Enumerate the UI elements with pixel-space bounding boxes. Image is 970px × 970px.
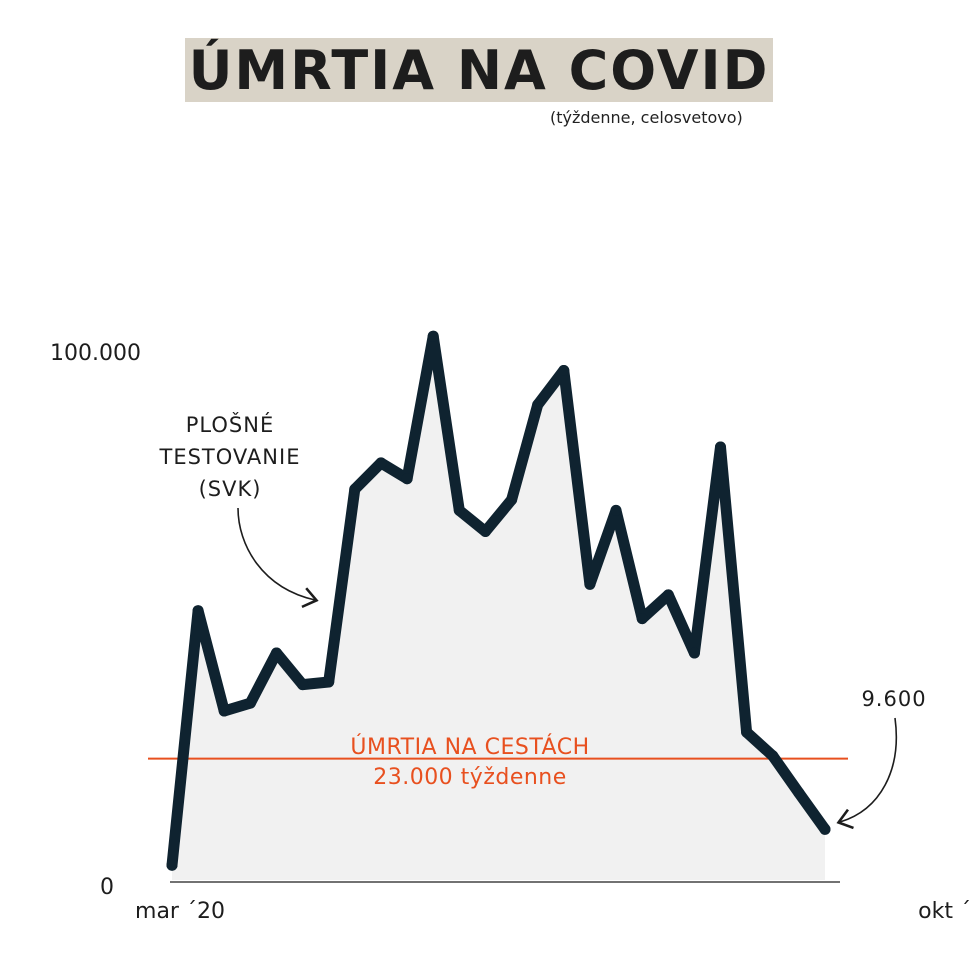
data-point-23 [767,750,779,762]
data-point-19 [662,589,674,601]
title-banner: ÚMRTIA NA COVID [185,38,773,102]
data-point-25 [819,823,831,835]
testing-annotation-line3: (SVK) [199,477,262,501]
x-tick-label-end: okt ´22 [918,899,970,924]
deaths-series-line [166,330,831,871]
x-tick-label-start: mar ´20 [135,899,225,924]
data-point-11 [453,504,465,516]
testing-annotation-arrow [237,507,319,609]
data-point-17 [610,504,622,516]
data-point-5 [297,679,309,691]
data-point-9 [401,473,413,485]
data-point-20 [688,647,700,659]
data-point-7 [349,483,361,495]
data-point-12 [479,526,491,537]
data-point-13 [506,494,518,506]
data-point-14 [532,399,544,411]
page-title: ÚMRTIA NA COVID [188,39,770,102]
data-point-1 [192,605,204,617]
last-value-label: 9.600 [861,687,926,711]
last-value-arrow [836,717,897,830]
data-point-10 [427,330,439,342]
data-point-16 [584,578,596,590]
reference-label-line2: 23.000 týždenne [373,765,567,790]
testing-annotation-line2: TESTOVANIE [159,445,301,469]
data-point-8 [375,457,387,469]
data-point-22 [741,726,753,738]
data-point-4 [271,647,282,659]
y-tick-label-100000: 100.000 [50,341,141,366]
data-point-3 [244,697,256,709]
data-point-0 [166,859,178,871]
deaths-area [172,336,825,880]
page-subtitle: (týždenne, celosvetovo) [550,108,743,127]
data-point-18 [636,613,648,625]
data-point-21 [715,441,726,453]
data-point-6 [323,676,335,688]
data-point-15 [558,365,570,376]
reference-label-line1: ÚMRTIA NA CESTÁCH [350,734,589,760]
testing-annotation-line1: PLOŠNÉ [186,412,274,437]
data-point-24 [793,787,805,799]
data-point-2 [218,705,230,717]
y-tick-label-0: 0 [100,875,114,900]
